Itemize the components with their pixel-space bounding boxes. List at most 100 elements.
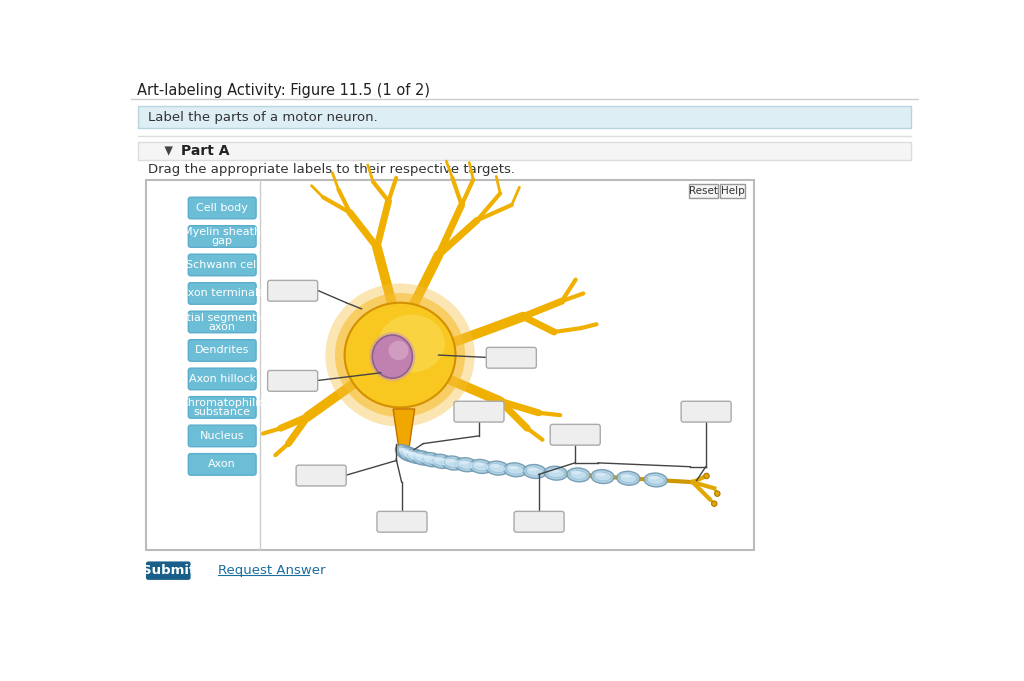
Ellipse shape <box>420 452 442 466</box>
Ellipse shape <box>433 457 444 461</box>
Ellipse shape <box>404 449 427 464</box>
FancyBboxPatch shape <box>146 561 190 580</box>
Ellipse shape <box>469 460 493 473</box>
Ellipse shape <box>527 467 538 471</box>
Ellipse shape <box>648 476 658 479</box>
FancyBboxPatch shape <box>188 283 256 304</box>
Ellipse shape <box>621 474 632 478</box>
Text: Help: Help <box>721 186 744 196</box>
Ellipse shape <box>415 454 425 458</box>
Text: Initial segment of: Initial segment of <box>173 313 271 323</box>
Ellipse shape <box>395 445 417 461</box>
Ellipse shape <box>591 470 614 484</box>
Bar <box>720 184 745 198</box>
Ellipse shape <box>423 455 439 464</box>
Text: Submit: Submit <box>141 564 195 577</box>
Text: Reset: Reset <box>689 186 718 196</box>
Ellipse shape <box>570 471 582 475</box>
Polygon shape <box>165 146 173 156</box>
Text: Axon: Axon <box>208 460 237 469</box>
Ellipse shape <box>388 340 409 360</box>
Ellipse shape <box>430 454 453 469</box>
FancyBboxPatch shape <box>296 465 346 486</box>
Text: Myelin sheath: Myelin sheath <box>183 227 261 237</box>
Ellipse shape <box>570 471 587 479</box>
Ellipse shape <box>595 473 605 476</box>
Ellipse shape <box>715 491 720 496</box>
Ellipse shape <box>712 501 717 507</box>
Bar <box>146 180 755 550</box>
FancyBboxPatch shape <box>188 225 256 247</box>
Polygon shape <box>393 409 415 452</box>
Ellipse shape <box>411 451 434 465</box>
Ellipse shape <box>647 476 665 484</box>
Text: Schwann cell: Schwann cell <box>185 260 259 270</box>
Ellipse shape <box>444 459 461 467</box>
Ellipse shape <box>472 462 489 471</box>
Ellipse shape <box>644 473 668 487</box>
Ellipse shape <box>616 471 640 486</box>
Text: Drag the appropriate labels to their respective targets.: Drag the appropriate labels to their res… <box>147 163 514 176</box>
Ellipse shape <box>489 464 501 468</box>
Ellipse shape <box>401 449 418 460</box>
Ellipse shape <box>523 464 546 479</box>
Text: Dendrites: Dendrites <box>195 345 250 355</box>
FancyBboxPatch shape <box>550 424 600 445</box>
Ellipse shape <box>485 461 509 475</box>
FancyBboxPatch shape <box>454 401 504 422</box>
Ellipse shape <box>526 467 543 476</box>
Ellipse shape <box>508 466 518 469</box>
Ellipse shape <box>507 466 523 474</box>
FancyBboxPatch shape <box>188 340 256 361</box>
Bar <box>138 106 911 128</box>
Text: substance: substance <box>194 407 251 417</box>
Text: Part A: Part A <box>180 144 229 158</box>
Ellipse shape <box>548 469 564 477</box>
Ellipse shape <box>455 458 477 472</box>
FancyBboxPatch shape <box>188 396 256 418</box>
Ellipse shape <box>398 447 414 458</box>
FancyBboxPatch shape <box>188 311 256 333</box>
FancyBboxPatch shape <box>377 511 427 532</box>
Ellipse shape <box>373 335 413 378</box>
FancyBboxPatch shape <box>188 197 256 219</box>
Ellipse shape <box>326 283 475 427</box>
Ellipse shape <box>399 447 409 454</box>
Text: Chromatophilic: Chromatophilic <box>180 398 264 408</box>
Text: Label the parts of a motor neuron.: Label the parts of a motor neuron. <box>147 110 377 124</box>
Ellipse shape <box>473 462 484 466</box>
Ellipse shape <box>441 456 464 470</box>
Bar <box>689 184 718 198</box>
Ellipse shape <box>402 449 413 455</box>
FancyBboxPatch shape <box>486 347 537 368</box>
Ellipse shape <box>399 447 421 462</box>
Ellipse shape <box>545 466 567 480</box>
Ellipse shape <box>414 454 431 462</box>
Ellipse shape <box>423 455 434 460</box>
FancyBboxPatch shape <box>267 370 317 392</box>
FancyBboxPatch shape <box>188 454 256 475</box>
Ellipse shape <box>408 452 419 456</box>
Ellipse shape <box>458 460 474 469</box>
Ellipse shape <box>567 468 590 482</box>
Ellipse shape <box>378 315 444 373</box>
Ellipse shape <box>504 463 526 477</box>
Text: gap: gap <box>212 236 232 247</box>
Ellipse shape <box>433 457 450 466</box>
FancyBboxPatch shape <box>267 281 317 301</box>
Ellipse shape <box>548 469 559 473</box>
Text: axon: axon <box>209 322 236 332</box>
Ellipse shape <box>594 473 611 481</box>
FancyBboxPatch shape <box>188 368 256 390</box>
FancyBboxPatch shape <box>188 425 256 447</box>
Ellipse shape <box>335 293 465 417</box>
Ellipse shape <box>370 332 416 381</box>
Ellipse shape <box>488 464 506 473</box>
Ellipse shape <box>408 452 424 461</box>
Ellipse shape <box>345 303 456 407</box>
Text: Axon terminals: Axon terminals <box>180 289 264 298</box>
Ellipse shape <box>620 474 637 483</box>
Bar <box>138 142 911 160</box>
Text: Nucleus: Nucleus <box>200 431 245 441</box>
Text: Request Answer: Request Answer <box>217 564 325 577</box>
